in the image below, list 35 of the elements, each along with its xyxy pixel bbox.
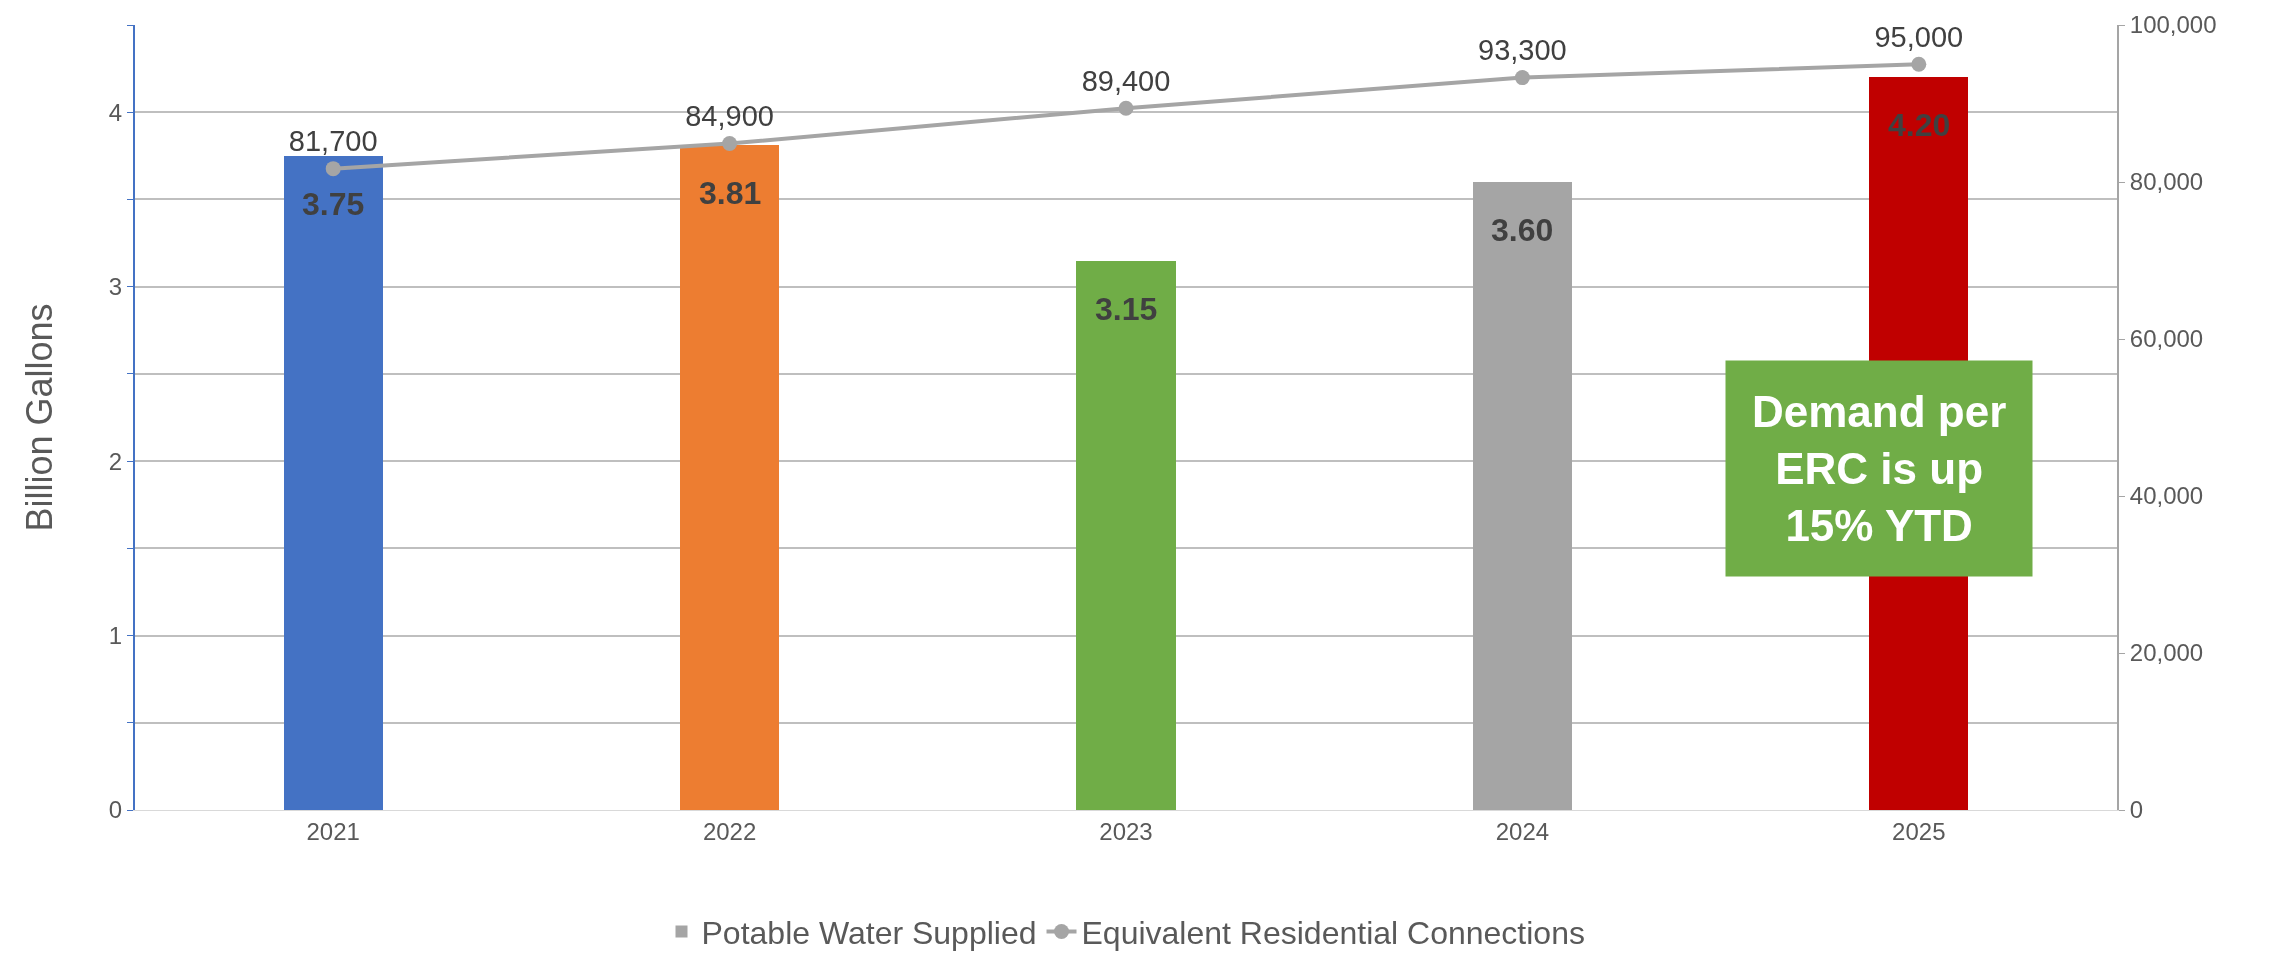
x-tick-label: 2025 [1892,817,1946,845]
y2-tick-label: 40,000 [2129,482,2204,510]
y-tick-label: 2 [108,447,123,475]
data-label: 93,300 [1478,33,1567,66]
data-label: 3.60 [1491,212,1554,248]
y-tick-label: 1 [108,621,123,649]
y-tick-label: 4 [108,98,123,126]
annotation: Demand per ERC is up 15% YTD [1752,387,2007,551]
legend-label: Equivalent Residential Connections [1081,914,1585,951]
legend-label: Potable Water Supplied [701,914,1037,951]
data-label: 89,400 [1081,64,1171,97]
x-tick-label: 2022 [702,817,757,845]
x-tick-label: 2023 [1099,817,1153,845]
point [1514,70,1530,86]
y2-tick-label: 80,000 [2129,168,2204,196]
data-label: 84,900 [685,99,774,132]
y2-tick-label: 100,000 [2129,11,2217,39]
data-label: 3.81 [699,175,762,211]
y2-tick-label: 60,000 [2129,325,2204,353]
data-label: 95,000 [1874,20,1964,53]
point [1911,56,1927,72]
y2-tick-label: 20,000 [2129,639,2204,667]
x-tick-label: 2021 [306,817,360,845]
y-tick-label: 3 [108,273,123,301]
data-label: 4.20 [1888,107,1951,143]
y-tick-label: 0 [108,796,123,824]
data-label: 81,700 [288,125,378,158]
y2-tick-label: 0 [2129,796,2144,824]
data-label: 3.75 [302,186,365,222]
point [722,136,738,152]
point [325,161,341,177]
data-label: 3.15 [1095,291,1158,327]
point [1118,100,1134,116]
x-tick-label: 2024 [1495,817,1550,845]
y-axis-title: Billion Gallons [19,303,60,532]
